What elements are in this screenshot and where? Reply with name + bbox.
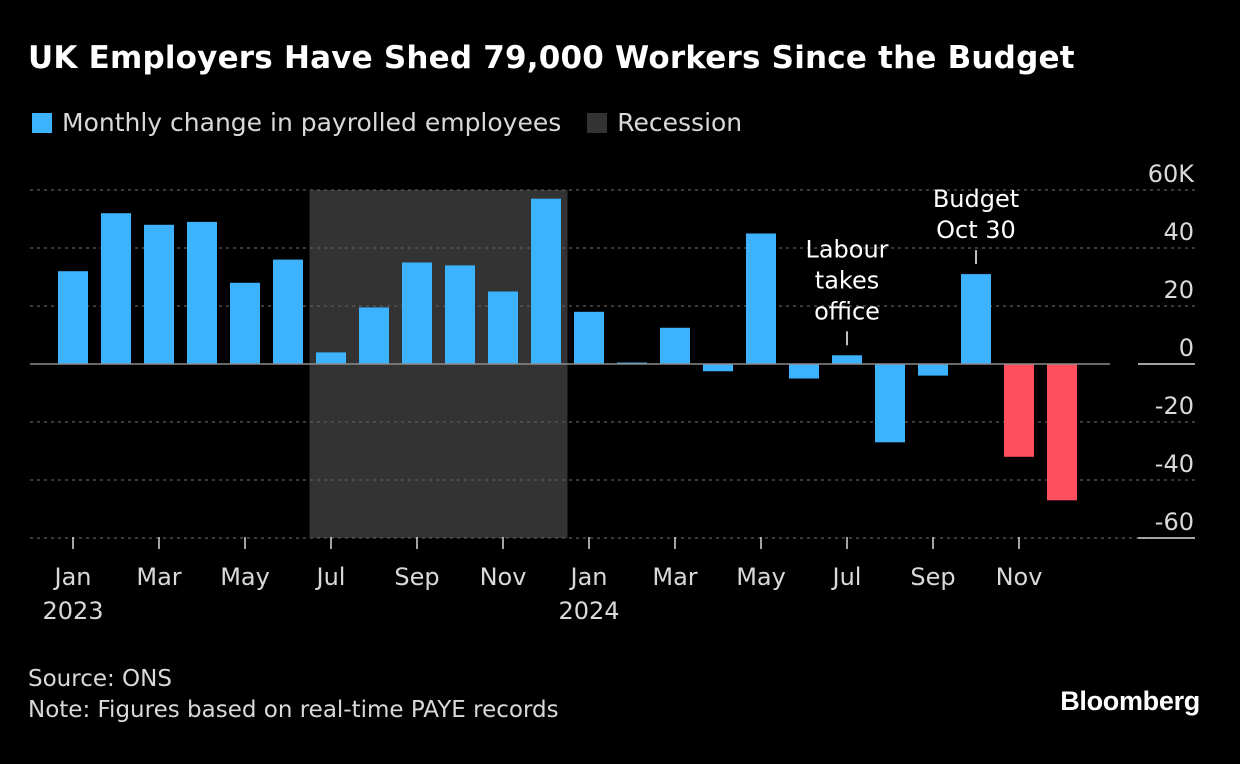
x-year-label-0: 2023 <box>42 597 103 625</box>
bar-2023-10 <box>445 265 475 364</box>
x-tick-label-3: Jul <box>315 563 346 591</box>
bloomberg-logo: Bloomberg <box>1060 686 1200 716</box>
legend-swatch-payroll <box>32 112 52 133</box>
bar-2023-04 <box>187 221 217 364</box>
bar-2024-04 <box>703 364 733 372</box>
legend-item-recession: Recession <box>587 108 742 137</box>
x-tick-label-0: Jan <box>53 563 92 591</box>
y-tick-label-3: 0 <box>1179 334 1194 362</box>
legend-item-payroll: Monthly change in payrolled employees <box>32 108 561 137</box>
bar-2024-11 <box>1004 364 1034 457</box>
y-tick-label-6: -60 <box>1155 508 1194 536</box>
bar-2024-12 <box>1047 364 1077 501</box>
bar-2023-12 <box>531 198 561 364</box>
x-tick-label-4: Sep <box>394 563 439 591</box>
bar-2023-03 <box>144 224 174 364</box>
bar-2023-02 <box>101 213 131 364</box>
bar-2023-01 <box>58 271 88 364</box>
bar-2023-08 <box>359 307 389 364</box>
x-tick-label-1: Mar <box>136 563 181 591</box>
bar-2024-10 <box>961 274 991 364</box>
y-tick-label-0: 60K <box>1148 160 1196 188</box>
annotation-0-line-2: office <box>814 297 880 325</box>
legend-label-payroll: Monthly change in payrolled employees <box>62 108 562 137</box>
annotation-1-line-1: Oct 30 <box>936 216 1016 244</box>
legend: Monthly change in payrolled employees Re… <box>32 108 768 137</box>
y-tick-label-1: 40 <box>1163 218 1194 246</box>
legend-label-recession: Recession <box>617 108 743 137</box>
chart-title: UK Employers Have Shed 79,000 Workers Si… <box>28 40 1075 76</box>
bar-2024-03 <box>660 327 690 364</box>
x-tick-label-5: Nov <box>480 563 527 591</box>
y-tick-label-5: -40 <box>1155 450 1194 478</box>
bar-2023-09 <box>402 262 432 364</box>
bar-2024-01 <box>574 311 604 364</box>
bar-2023-11 <box>488 291 518 364</box>
x-tick-label-7: Mar <box>652 563 697 591</box>
bar-2023-05 <box>230 282 260 364</box>
bar-2023-06 <box>273 259 303 364</box>
source-note: Source: ONS <box>28 666 172 692</box>
annotation-1-line-0: Budget <box>933 185 1019 213</box>
bar-2024-08 <box>875 364 905 443</box>
x-tick-label-8: May <box>736 563 786 591</box>
bar-2024-09 <box>918 364 948 376</box>
y-tick-label-4: -20 <box>1155 392 1194 420</box>
x-tick-label-2: May <box>220 563 270 591</box>
methodology-note: Note: Figures based on real-time PAYE re… <box>28 697 559 723</box>
x-tick-label-10: Sep <box>910 563 955 591</box>
footer: Source: ONS Note: Figures based on real-… <box>28 664 559 726</box>
bar-2024-05 <box>746 233 776 364</box>
annotation-0-line-0: Labour <box>805 235 888 263</box>
legend-swatch-recession <box>587 112 608 133</box>
bar-2024-06 <box>789 364 819 379</box>
bar-2024-07 <box>832 355 862 364</box>
x-tick-label-6: Jan <box>569 563 608 591</box>
x-year-label-6: 2024 <box>558 597 619 625</box>
x-tick-label-9: Jul <box>831 563 862 591</box>
y-tick-label-2: 20 <box>1163 276 1194 304</box>
annotation-0-line-1: takes <box>815 266 879 294</box>
bar-2023-07 <box>316 352 346 364</box>
x-tick-label-11: Nov <box>996 563 1043 591</box>
